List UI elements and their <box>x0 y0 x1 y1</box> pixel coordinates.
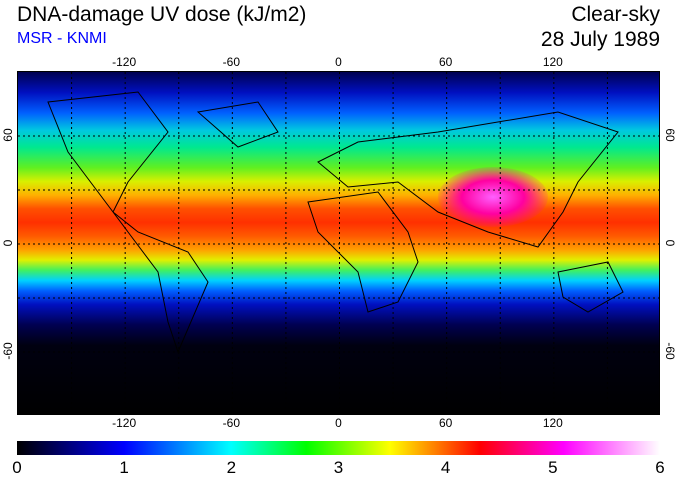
lon-tick-top: -60 <box>222 55 240 69</box>
lon-tick-bottom: 120 <box>542 416 563 430</box>
lon-tick-bottom: -120 <box>112 416 137 430</box>
lat-tick-left: -60 <box>1 342 15 360</box>
lon-tick-top: -120 <box>112 55 137 69</box>
lat-tick-left: 60 <box>1 128 15 142</box>
colorbar-tick: 0 <box>12 458 22 477</box>
uv-dose-map <box>17 71 661 416</box>
lon-tick-bottom: 60 <box>438 416 453 430</box>
coastlines <box>47 91 624 354</box>
colorbar-tick: 1 <box>119 458 129 477</box>
colorbar <box>17 441 660 455</box>
lat-tick-left: 0 <box>1 239 15 247</box>
map-title: DNA-damage UV dose (kJ/m2) <box>17 3 307 26</box>
lon-tick-top: 60 <box>438 55 453 69</box>
colorbar-tick: 6 <box>655 458 665 477</box>
lat-tick-right: -60 <box>663 342 677 360</box>
lon-tick-top: 0 <box>335 55 342 69</box>
lon-tick-top: 120 <box>542 55 563 69</box>
lat-tick-right: 60 <box>663 128 677 142</box>
map-overlay <box>18 72 661 416</box>
lon-tick-bottom: -60 <box>222 416 240 430</box>
tibet-hotspot <box>438 167 548 227</box>
colorbar-tick: 5 <box>548 458 558 477</box>
condition-label: Clear-sky <box>571 3 660 26</box>
lat-tick-right: 0 <box>663 239 677 247</box>
colorbar-tick: 4 <box>440 458 451 477</box>
date-label: 28 July 1989 <box>540 28 660 51</box>
colorbar-tick: 2 <box>226 458 237 477</box>
source-label: MSR - KNMI <box>17 30 107 47</box>
colorbar-tick: 3 <box>333 458 344 477</box>
lon-tick-bottom: 0 <box>335 416 342 430</box>
